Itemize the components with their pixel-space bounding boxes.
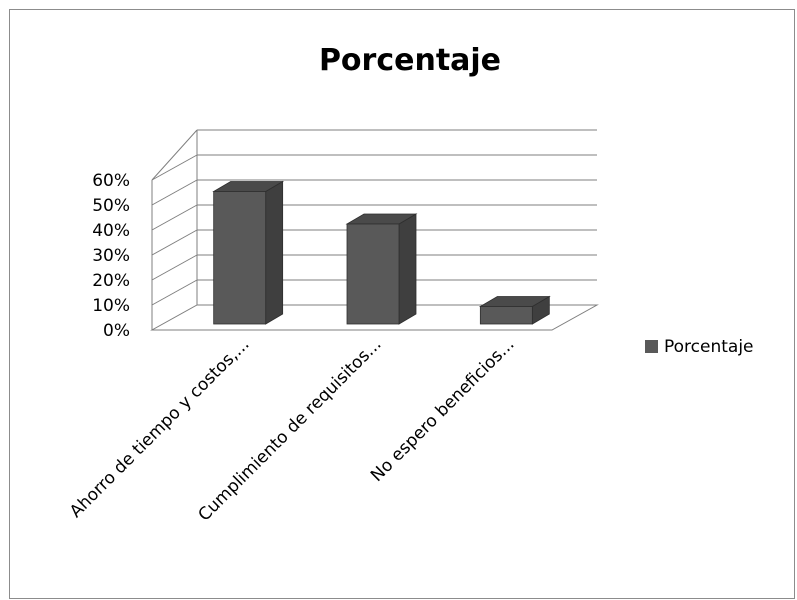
category-labels: Ahorro de tiempo y costos,...Cumplimient… <box>66 334 519 525</box>
legend: Porcentaje <box>645 337 754 357</box>
side-wall-gridline <box>151 279 198 306</box>
y-tick-label: 10% <box>92 296 130 316</box>
y-axis-tick-labels: 0% 10% 20% 30% 40% 50% 60% <box>92 171 130 341</box>
side-wall-top-edge <box>151 129 198 181</box>
bar <box>346 223 400 325</box>
y-tick-label: 20% <box>92 271 130 291</box>
legend-swatch <box>645 340 658 353</box>
legend-label: Porcentaje <box>664 337 754 357</box>
bar-layer <box>212 180 551 325</box>
side-wall-gridline <box>151 254 198 281</box>
y-tick-label: 30% <box>92 246 130 266</box>
side-wall-gridline <box>151 204 198 231</box>
y-tick-label: 50% <box>92 196 130 216</box>
y-tick-label: 0% <box>103 321 130 341</box>
floor-plane <box>150 304 599 331</box>
side-wall-gridline <box>151 229 198 256</box>
category-label: No espero beneficios... <box>367 334 518 485</box>
bar-side <box>265 180 284 325</box>
bar <box>213 191 267 325</box>
chart-title: Porcentaje <box>319 43 501 78</box>
y-tick-label: 40% <box>92 221 130 241</box>
bar <box>479 306 533 325</box>
bar-side <box>398 213 417 325</box>
side-wall-gridline <box>151 154 198 181</box>
side-wall-gridline <box>151 179 198 206</box>
y-tick-label: 60% <box>92 171 130 191</box>
